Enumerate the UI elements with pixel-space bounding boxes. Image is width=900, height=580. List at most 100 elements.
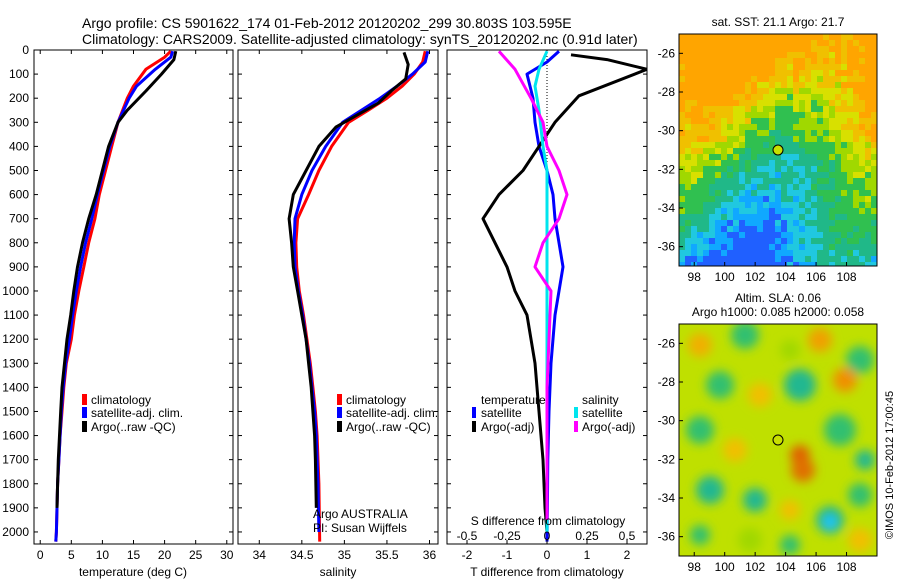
- sst-cell: [697, 124, 703, 130]
- sst-cell: [841, 124, 847, 130]
- sst-cell: [793, 232, 799, 238]
- sst-cell: [835, 124, 841, 130]
- sst-cell: [859, 214, 865, 220]
- sst-cell: [805, 154, 811, 160]
- sst-cell: [829, 190, 835, 196]
- sst-cell: [733, 232, 739, 238]
- sst-cell: [799, 184, 805, 190]
- sst-cell: [751, 82, 757, 88]
- sst-cell: [799, 232, 805, 238]
- map-y-tick-label: -30: [658, 414, 676, 428]
- sst-cell: [811, 100, 817, 106]
- sst-cell: [763, 142, 769, 148]
- sst-cell: [841, 256, 847, 262]
- sst-cell: [703, 226, 709, 232]
- map-x-tick-label: 100: [715, 560, 735, 574]
- sst-cell: [829, 178, 835, 184]
- sst-cell: [847, 250, 853, 256]
- sst-cell: [775, 244, 781, 250]
- sst-cell: [709, 172, 715, 178]
- sst-cell: [787, 112, 793, 118]
- depth-tick-label: 1200: [2, 332, 29, 346]
- sst-cell: [697, 256, 703, 262]
- sst-cell: [793, 196, 799, 202]
- sst-cell: [829, 70, 835, 76]
- sst-cell: [847, 208, 853, 214]
- sst-cell: [715, 76, 721, 82]
- sst-cell: [727, 232, 733, 238]
- sst-cell: [823, 160, 829, 166]
- sst-cell: [727, 208, 733, 214]
- sst-cell: [817, 100, 823, 106]
- sst-cell: [799, 250, 805, 256]
- map-x-tick-label: 104: [776, 270, 796, 284]
- sst-cell: [727, 106, 733, 112]
- sst-cell: [757, 178, 763, 184]
- sst-cell: [751, 232, 757, 238]
- sst-cell: [739, 178, 745, 184]
- sst-cell: [697, 34, 703, 40]
- sst-cell: [805, 166, 811, 172]
- sst-cell: [679, 88, 685, 94]
- sst-cell: [685, 148, 691, 154]
- sst-cell: [799, 238, 805, 244]
- sst-cell: [841, 166, 847, 172]
- sst-cell: [871, 106, 877, 112]
- legend-header-temperature: temperature: [481, 393, 546, 407]
- sst-cell: [727, 250, 733, 256]
- sst-cell: [823, 256, 829, 262]
- sst-cell: [805, 256, 811, 262]
- sst-cell: [865, 100, 871, 106]
- sst-cell: [685, 100, 691, 106]
- sst-cell: [811, 232, 817, 238]
- sst-cell: [703, 52, 709, 58]
- sst-cell: [799, 166, 805, 172]
- sst-cell: [697, 106, 703, 112]
- sst-cell: [757, 76, 763, 82]
- sst-cell: [799, 220, 805, 226]
- sst-cell: [727, 58, 733, 64]
- sla-blob: [855, 450, 875, 470]
- sst-cell: [841, 94, 847, 100]
- sst-cell: [817, 196, 823, 202]
- sst-cell: [685, 214, 691, 220]
- sst-cell: [841, 58, 847, 64]
- sst-cell: [685, 76, 691, 82]
- sst-cell: [679, 154, 685, 160]
- sst-cell: [751, 238, 757, 244]
- sst-cell: [781, 64, 787, 70]
- sst-cell: [799, 118, 805, 124]
- sst-cell: [799, 148, 805, 154]
- sst-cell: [739, 256, 745, 262]
- sst-cell: [787, 70, 793, 76]
- sla-blob: [780, 340, 800, 360]
- sst-cell: [847, 136, 853, 142]
- sst-cell: [829, 52, 835, 58]
- sst-cell: [763, 58, 769, 64]
- sst-cell: [769, 112, 775, 118]
- sst-cell: [763, 256, 769, 262]
- sst-cell: [799, 214, 805, 220]
- sst-cell: [859, 130, 865, 136]
- sst-cell: [691, 112, 697, 118]
- sst-cell: [709, 160, 715, 166]
- sst-cell: [697, 196, 703, 202]
- sst-cell: [727, 136, 733, 142]
- sst-cell: [865, 190, 871, 196]
- sst-cell: [787, 256, 793, 262]
- sst-cell: [709, 196, 715, 202]
- sst-cell: [775, 256, 781, 262]
- sst-cell: [871, 124, 877, 130]
- sst-cell: [835, 172, 841, 178]
- sst-cell: [811, 70, 817, 76]
- sst-cell: [853, 250, 859, 256]
- sst-cell: [751, 166, 757, 172]
- sst-cell: [835, 130, 841, 136]
- sst-cell: [871, 82, 877, 88]
- sst-cell: [829, 124, 835, 130]
- sst-cell: [757, 238, 763, 244]
- sst-cell: [859, 148, 865, 154]
- sst-cell: [721, 208, 727, 214]
- sst-cell: [817, 148, 823, 154]
- sst-cell: [709, 70, 715, 76]
